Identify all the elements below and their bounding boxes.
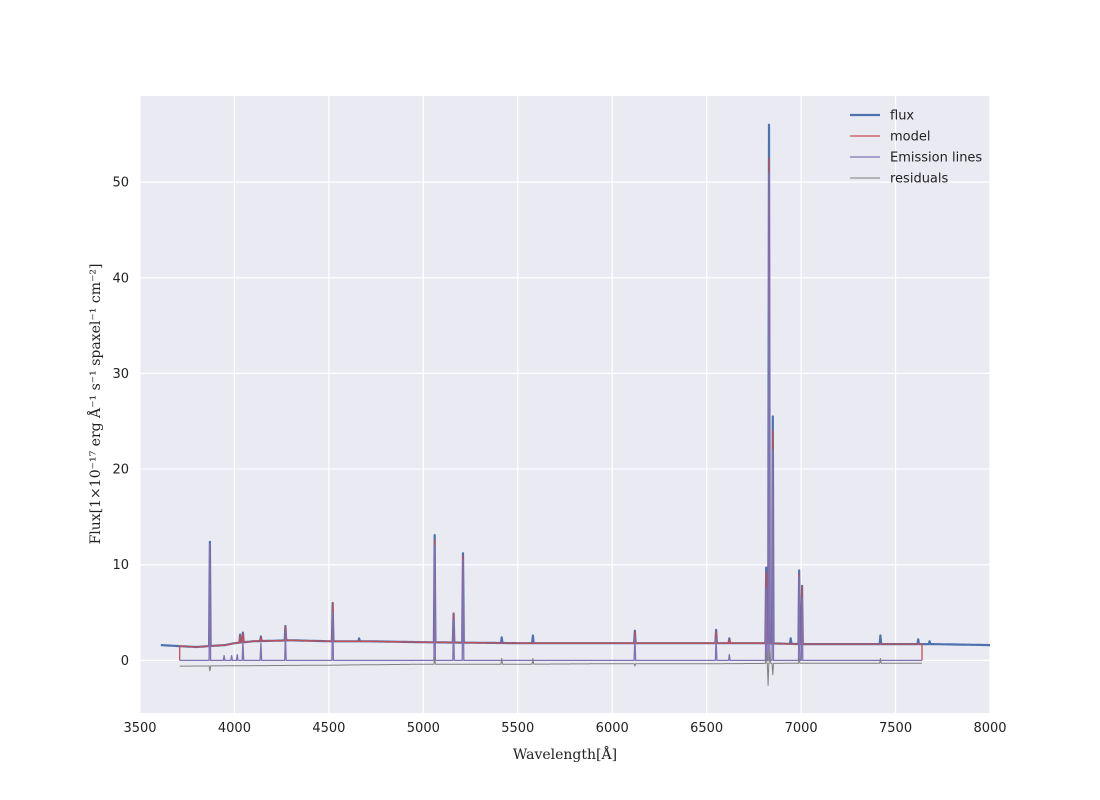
y-tick-label: 50 [112,176,129,191]
y-axis-label: Flux[1×10⁻¹⁷ erg Å⁻¹ s⁻¹ spaxel⁻¹ cm⁻²] [86,264,104,545]
series-line-emission-lines [179,171,922,662]
x-tick-label: 6000 [596,721,629,736]
x-tick-label: 6500 [690,721,723,736]
y-tick-label: 0 [121,654,129,669]
plot-background [140,96,990,713]
y-tick-label: 40 [112,271,129,286]
y-tick-label: 10 [112,558,129,573]
y-tick-label: 20 [112,463,129,478]
series-line-model [179,157,923,661]
x-axis-label: Wavelength[Å] [513,745,617,763]
y-tick-label: 30 [112,367,129,382]
x-tick-label: 5000 [407,721,440,736]
legend-label: flux [890,109,914,124]
x-tick-label: 4500 [312,721,345,736]
x-tick-label: 7000 [785,721,818,736]
x-tick-label: 7500 [879,721,912,736]
legend-label: residuals [890,172,949,187]
x-tick-label: 3500 [123,721,156,736]
y-tick-labels: 0 10 20 30 40 50 [112,176,129,669]
x-tick-label: 4000 [218,721,251,736]
x-tick-label: 8000 [973,721,1006,736]
legend: flux model Emission lines residuals [850,109,982,187]
x-tick-label: 5500 [501,721,534,736]
series-lines [160,123,991,686]
legend-label: Emission lines [890,151,982,166]
x-tick-labels: 3500 4000 4500 5000 5500 6000 6500 7000 7500 8000 [123,721,1006,736]
legend-label: model [890,130,930,145]
series-line-residuals [179,648,922,686]
